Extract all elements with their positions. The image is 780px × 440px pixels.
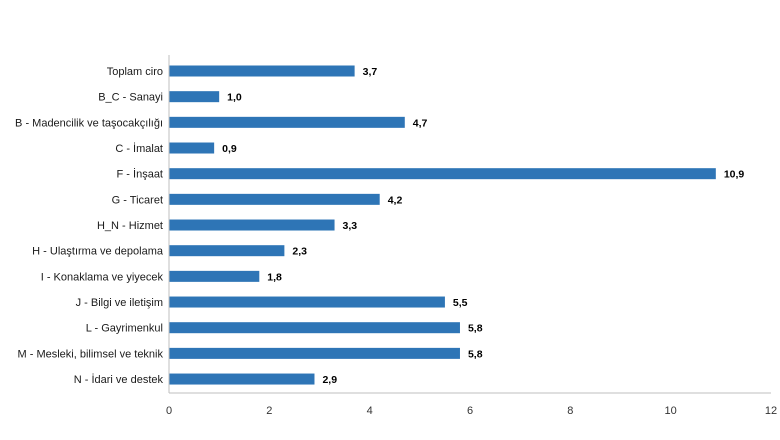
bar	[169, 322, 460, 334]
category-label: L - Gayrimenkul	[86, 323, 163, 335]
bar	[169, 270, 260, 282]
bar	[169, 219, 335, 231]
bar	[169, 193, 380, 205]
x-tick-label: 4	[367, 405, 373, 417]
x-tick-label: 0	[166, 405, 172, 417]
x-tick-label: 8	[567, 405, 573, 417]
category-label: B - Madencilik ve taşocakçılığı	[15, 117, 163, 129]
value-label: 4,2	[388, 194, 403, 206]
value-label: 1,0	[227, 92, 242, 104]
value-label: 3,3	[343, 220, 358, 232]
value-label: 5,8	[468, 348, 483, 360]
value-label: 4,7	[413, 117, 428, 129]
bars-layer: Toplam ciro 3,7 B_C - Sanayi 1,0 B - Madenci…	[15, 65, 745, 386]
category-label: C - İmalat	[115, 142, 163, 155]
category-label: M - Mesleki, bilimsel ve teknik	[18, 348, 164, 360]
x-tick-label: 10	[665, 405, 677, 417]
bar	[169, 65, 355, 77]
bar	[169, 116, 405, 128]
x-axis-ticks: 0 2 4 6 8 10 12	[166, 405, 777, 417]
x-tick-label: 12	[765, 405, 777, 417]
bar	[169, 91, 220, 103]
x-tick-label: 6	[467, 405, 473, 417]
category-label: H - Ulaştırma ve depolama	[32, 246, 164, 258]
bar	[169, 168, 716, 180]
value-label: 0,9	[222, 143, 237, 155]
bar	[169, 245, 285, 257]
category-label: H_N - Hizmet	[97, 220, 163, 232]
bar	[169, 347, 460, 359]
bar	[169, 142, 215, 154]
value-label: 10,9	[724, 169, 745, 181]
category-label: Toplam ciro	[107, 66, 163, 78]
value-label: 1,8	[267, 271, 282, 283]
category-label: I - Konaklama ve yiyecek	[41, 271, 164, 283]
bar	[169, 373, 315, 385]
bar	[169, 296, 445, 308]
category-label: B_C - Sanayi	[98, 92, 163, 104]
value-label: 5,5	[453, 297, 468, 309]
category-label: N - İdari ve destek	[74, 373, 164, 386]
category-label: J - Bilgi ve iletişim	[76, 297, 163, 309]
value-label: 2,3	[292, 246, 307, 258]
category-label: G - Ticaret	[112, 194, 163, 206]
category-label: F - İnşaat	[117, 168, 163, 181]
value-label: 2,9	[322, 374, 337, 386]
x-tick-label: 2	[266, 405, 272, 417]
value-label: 3,7	[363, 66, 378, 78]
value-label: 5,8	[468, 323, 483, 335]
